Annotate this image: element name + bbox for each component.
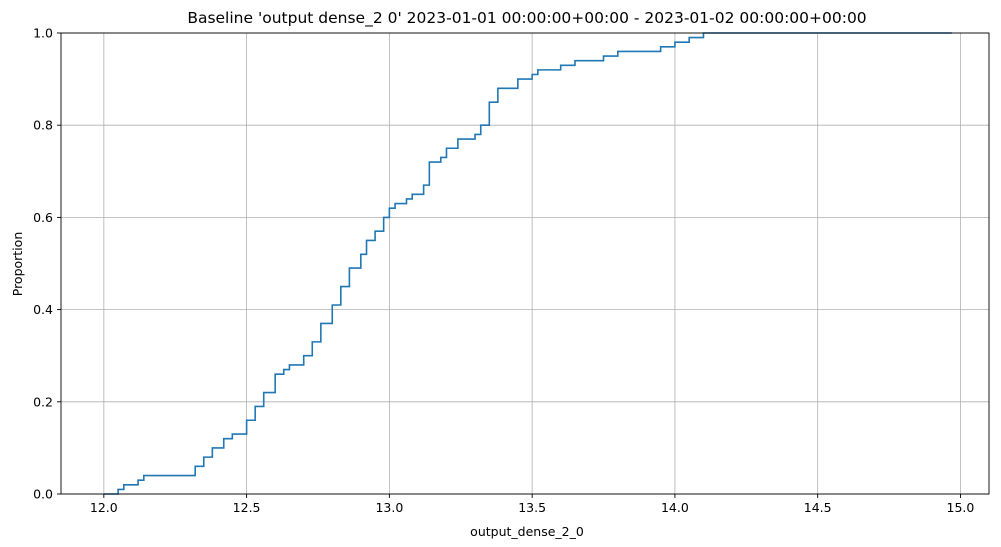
x-tick-label: 13.0 bbox=[375, 500, 403, 515]
y-tick-label: 1.0 bbox=[33, 26, 53, 41]
x-axis-label: output_dense_2_0 bbox=[470, 524, 584, 539]
y-axis-label: Proportion bbox=[10, 232, 25, 297]
chart-title: Baseline 'output dense_2 0' 2023-01-01 0… bbox=[187, 9, 866, 28]
y-tick-label: 0.8 bbox=[33, 118, 53, 133]
x-tick-label: 15.0 bbox=[947, 500, 975, 515]
plot-frame bbox=[60, 32, 990, 495]
y-tick-label: 0.0 bbox=[33, 487, 53, 502]
y-axis-ticks: 0.0 0.2 0.4 0.6 0.8 1.0 bbox=[33, 26, 61, 502]
y-tick-label: 0.6 bbox=[33, 210, 53, 225]
x-axis-ticks: 12.0 12.5 13.0 13.5 14.0 14.5 15.0 bbox=[90, 494, 974, 515]
x-tick-label: 14.0 bbox=[661, 500, 689, 515]
y-tick-label: 0.4 bbox=[33, 302, 53, 317]
ecdf-series-line bbox=[103, 32, 952, 495]
x-tick-label: 12.0 bbox=[90, 500, 118, 515]
y-tick-label: 0.2 bbox=[33, 394, 53, 409]
x-tick-label: 13.5 bbox=[518, 500, 546, 515]
x-tick-label: 12.5 bbox=[233, 500, 261, 515]
x-tick-label: 14.5 bbox=[804, 500, 832, 515]
